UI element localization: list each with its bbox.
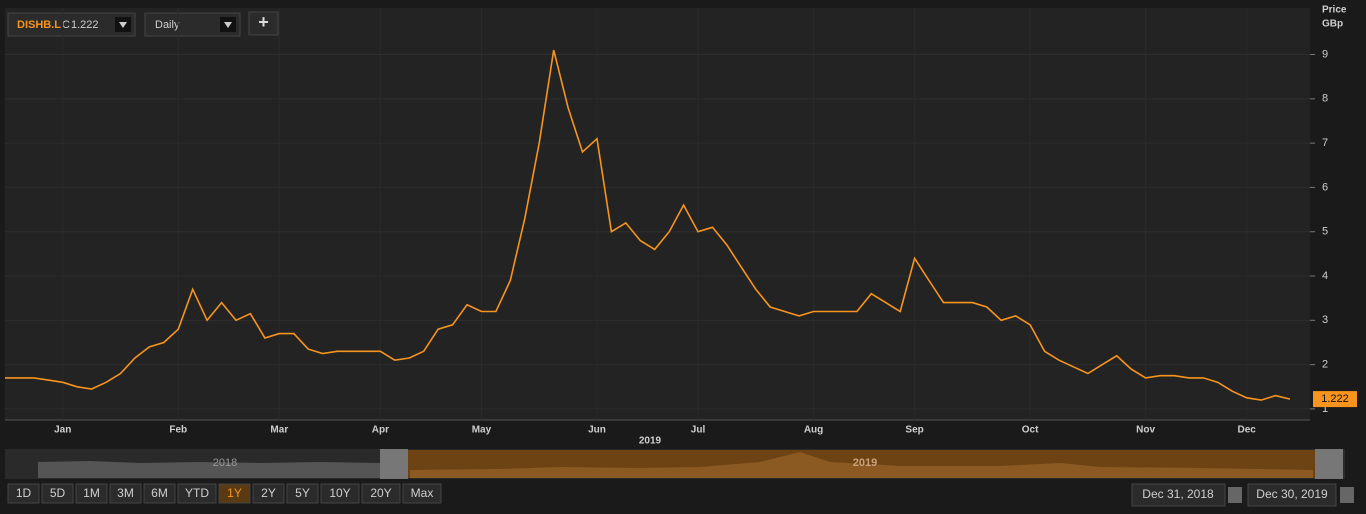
date-to[interactable] <box>1247 483 1337 507</box>
range-button[interactable] <box>75 483 108 504</box>
date-from-text: Dec 31, 2018 <box>1142 487 1214 501</box>
x-year-label: 2019 <box>639 436 662 447</box>
range-button-label: 5D <box>50 486 66 500</box>
dropdown-arrow <box>224 22 232 28</box>
range-button-label: 2Y <box>261 486 276 500</box>
range-button-label: 10Y <box>329 486 350 500</box>
ticker-box[interactable] <box>7 12 136 37</box>
x-tick-label: Nov <box>1136 425 1155 436</box>
interval-box[interactable] <box>144 12 241 37</box>
y-tick-label: 7 <box>1322 137 1328 149</box>
add-button[interactable] <box>248 11 279 36</box>
x-tick-label: Dec <box>1238 425 1257 436</box>
range-button[interactable] <box>143 483 176 504</box>
x-tick-label: Oct <box>1022 425 1039 436</box>
y-tick-label: 2 <box>1322 359 1328 371</box>
x-tick-label: Jan <box>54 425 71 436</box>
y-tick-label: 3 <box>1322 314 1328 326</box>
y-tick-label: 9 <box>1322 48 1328 60</box>
add-icon: + <box>258 12 269 32</box>
plot-area <box>5 8 1310 420</box>
ticker: DISHB.L <box>17 19 61 31</box>
range-button[interactable] <box>361 483 401 504</box>
close-prefix: C <box>62 19 70 31</box>
y-tick-label: 8 <box>1322 93 1328 105</box>
x-tick-label: Mar <box>270 425 288 436</box>
y-axis-label: Price <box>1322 5 1347 16</box>
navigator-label: 2019 <box>853 457 877 469</box>
range-button-label: 1D <box>16 486 32 500</box>
y-axis-unit: GBp <box>1322 19 1343 30</box>
navigator-handle[interactable] <box>1315 449 1343 479</box>
range-button-label: Max <box>411 486 434 500</box>
y-tick-label: 4 <box>1322 270 1328 282</box>
range-button[interactable] <box>286 483 319 504</box>
x-tick-label: Apr <box>372 425 389 436</box>
x-tick-label: Jun <box>588 425 606 436</box>
navigator-history <box>38 461 380 478</box>
navigator-area <box>410 452 1313 478</box>
calendar-icon[interactable] <box>1228 487 1242 503</box>
range-button-label: YTD <box>185 486 209 500</box>
range-button-label: 6M <box>151 486 168 500</box>
range-button-label: 1Y <box>227 486 242 500</box>
range-button[interactable] <box>252 483 285 504</box>
range-button-label: 20Y <box>370 486 391 500</box>
x-tick-label: Sep <box>905 425 923 436</box>
last-value-label: 1.222 <box>1321 393 1349 405</box>
navigator-handle[interactable] <box>380 449 408 479</box>
range-button[interactable] <box>320 483 360 504</box>
range-button-label: 1M <box>83 486 100 500</box>
price-line <box>5 49 1291 401</box>
navigator-label: 2018 <box>213 457 237 469</box>
range-button[interactable] <box>402 483 442 504</box>
close-value: 1.222 <box>71 19 99 31</box>
x-tick-label: May <box>472 425 492 436</box>
range-button[interactable] <box>177 483 217 504</box>
range-button-label: 5Y <box>295 486 310 500</box>
last-value-box <box>1313 391 1357 408</box>
calendar-icon[interactable] <box>1340 487 1354 503</box>
range-button-label: 3M <box>117 486 134 500</box>
x-tick-label: Feb <box>169 425 187 436</box>
date-to-text: Dec 30, 2019 <box>1256 487 1328 501</box>
range-button[interactable] <box>41 483 74 504</box>
x-tick-label: Jul <box>691 425 706 436</box>
y-tick-label: 6 <box>1322 181 1328 193</box>
dropdown-arrow <box>119 22 127 28</box>
y-tick-label: 1 <box>1322 403 1328 415</box>
interval: Daily <box>155 19 180 31</box>
x-tick-label: Aug <box>804 425 823 436</box>
y-tick-label: 5 <box>1322 226 1328 238</box>
range-button[interactable] <box>7 483 40 504</box>
range-button[interactable] <box>218 483 251 504</box>
date-from[interactable] <box>1131 483 1226 507</box>
range-button[interactable] <box>109 483 142 504</box>
